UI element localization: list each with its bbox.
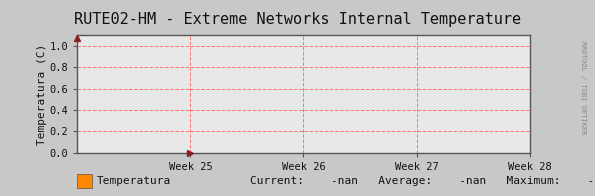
Text: RRDTOOL / TOBI OETIKER: RRDTOOL / TOBI OETIKER [580,41,586,135]
Y-axis label: Temperatura (C): Temperatura (C) [37,44,47,145]
Text: Temperatura: Temperatura [96,176,171,186]
Text: Current:    -nan   Average:    -nan   Maximum:    -nan: Current: -nan Average: -nan Maximum: -na… [250,176,595,186]
Text: RUTE02-HM - Extreme Networks Internal Temperature: RUTE02-HM - Extreme Networks Internal Te… [74,12,521,27]
